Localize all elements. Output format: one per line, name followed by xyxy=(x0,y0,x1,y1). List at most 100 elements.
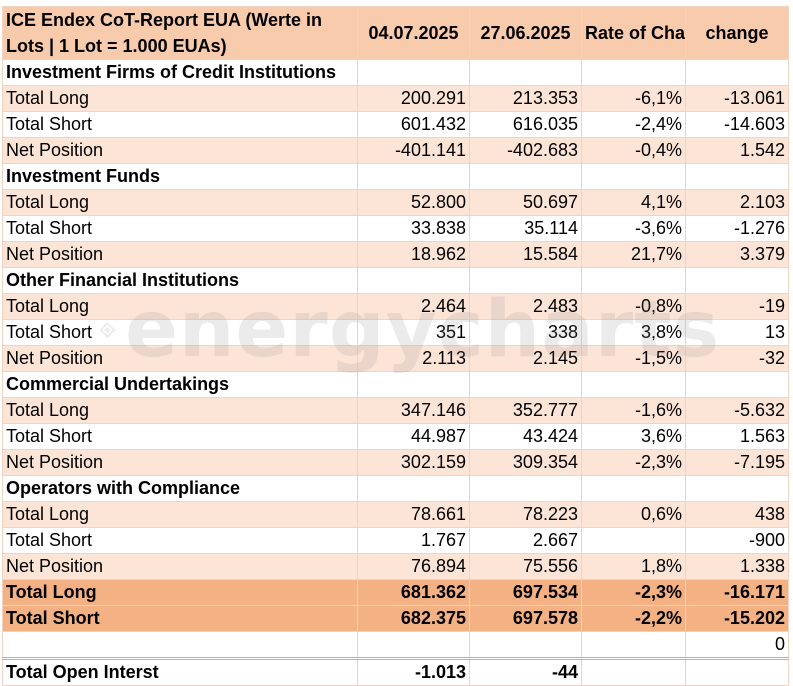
row-label: Net Position xyxy=(2,345,358,372)
table-row: Total Short 33.838 35.114 -3,6% -1.276 xyxy=(2,215,789,242)
empty-cell xyxy=(581,631,686,659)
section-header-row: Investment Firms of Credit Institutions xyxy=(2,59,789,86)
row-label: Total Long xyxy=(2,501,358,528)
empty-cell xyxy=(469,267,582,294)
value-date-2: 616.035 xyxy=(469,111,582,138)
table-body: Investment Firms of Credit Institutions T… xyxy=(2,59,789,686)
row-label: Total Short xyxy=(2,605,358,632)
change-value: -900 xyxy=(685,527,789,554)
row-label: Total Short xyxy=(2,423,358,450)
change-value: -1.276 xyxy=(685,215,789,242)
value-date-2: 213.353 xyxy=(469,85,582,112)
section-title: Investment Firms of Credit Institutions xyxy=(2,59,358,86)
value-date-1: 2.464 xyxy=(357,293,470,320)
empty-cell xyxy=(581,657,686,686)
empty-cell xyxy=(357,59,470,86)
empty-cell xyxy=(685,163,789,190)
value-date-1: 76.894 xyxy=(357,553,470,580)
column-header-date-1: 04.07.2025 xyxy=(357,6,470,60)
row-label: Total Long xyxy=(2,85,358,112)
section-header-row: Commercial Undertakings xyxy=(2,371,789,398)
value-date-2: 2.145 xyxy=(469,345,582,372)
empty-cell xyxy=(581,371,686,398)
rate-of-change: 4,1% xyxy=(581,189,686,216)
total-row: Total Long 681.362 697.534 -2,3% -16.171 xyxy=(2,579,789,606)
open-interest-value-2: -44 xyxy=(469,657,582,686)
rate-of-change: -2,3% xyxy=(581,579,686,606)
row-label: Net Position xyxy=(2,137,358,164)
table-row: Total Short 44.987 43.424 3,6% 1.563 xyxy=(2,423,789,450)
change-value: 1.338 xyxy=(685,553,789,580)
rate-of-change: -1,6% xyxy=(581,397,686,424)
value-date-1: 33.838 xyxy=(357,215,470,242)
change-value: -32 xyxy=(685,345,789,372)
table-row: Total Long 78.661 78.223 0,6% 438 xyxy=(2,501,789,528)
column-header-change: change xyxy=(685,6,789,60)
change-value: -13.061 xyxy=(685,85,789,112)
change-value: -15.202 xyxy=(685,605,789,632)
row-label: Total Short xyxy=(2,527,358,554)
change-value: -5.632 xyxy=(685,397,789,424)
value-date-1: 682.375 xyxy=(357,605,470,632)
value-date-1: 52.800 xyxy=(357,189,470,216)
open-interest-value-1: -1.013 xyxy=(357,657,470,686)
value-date-2: -402.683 xyxy=(469,137,582,164)
empty-cell xyxy=(357,475,470,502)
table-row: Total Long 2.464 2.483 -0,8% -19 xyxy=(2,293,789,320)
cot-report-table: ICE Endex CoT-Report EUA (Werte in Lots … xyxy=(2,6,789,686)
value-date-2: 697.578 xyxy=(469,605,582,632)
value-date-2: 78.223 xyxy=(469,501,582,528)
value-date-1: 200.291 xyxy=(357,85,470,112)
value-date-1: 302.159 xyxy=(357,449,470,476)
change-value: 1.542 xyxy=(685,137,789,164)
value-date-2: 35.114 xyxy=(469,215,582,242)
change-value: 438 xyxy=(685,501,789,528)
value-date-1: 601.432 xyxy=(357,111,470,138)
header-row: ICE Endex CoT-Report EUA (Werte in Lots … xyxy=(2,6,789,60)
change-value: -19 xyxy=(685,293,789,320)
rate-of-change: 3,6% xyxy=(581,423,686,450)
section-title: Other Financial Institutions xyxy=(2,267,358,294)
row-label: Total Long xyxy=(2,293,358,320)
change-value: 3.379 xyxy=(685,241,789,268)
empty-cell xyxy=(2,631,358,659)
empty-cell xyxy=(581,59,686,86)
row-label: Total Short xyxy=(2,215,358,242)
change-value: 13 xyxy=(685,319,789,346)
row-label: Net Position xyxy=(2,553,358,580)
row-label: Net Position xyxy=(2,241,358,268)
value-date-2: 43.424 xyxy=(469,423,582,450)
section-title: Operators with Compliance xyxy=(2,475,358,502)
value-date-2: 338 xyxy=(469,319,582,346)
empty-cell xyxy=(469,371,582,398)
empty-cell xyxy=(685,59,789,86)
row-label: Total Long xyxy=(2,189,358,216)
empty-cell xyxy=(581,267,686,294)
extra-value: 0 xyxy=(685,631,789,659)
empty-cell xyxy=(685,657,789,686)
table-title: ICE Endex CoT-Report EUA (Werte in Lots … xyxy=(2,6,358,60)
rate-of-change: 3,8% xyxy=(581,319,686,346)
rate-of-change: -1,5% xyxy=(581,345,686,372)
table-row: Total Long 200.291 213.353 -6,1% -13.061 xyxy=(2,85,789,112)
table-row: Total Long 52.800 50.697 4,1% 2.103 xyxy=(2,189,789,216)
rate-of-change: -2,3% xyxy=(581,449,686,476)
table-row: Total Short 1.767 2.667 -900 xyxy=(2,527,789,554)
rate-of-change xyxy=(581,527,686,554)
rate-of-change: -2,2% xyxy=(581,605,686,632)
change-value: -7.195 xyxy=(685,449,789,476)
value-date-2: 15.584 xyxy=(469,241,582,268)
column-header-date-2: 27.06.2025 xyxy=(469,6,582,60)
change-value: -16.171 xyxy=(685,579,789,606)
value-date-1: 351 xyxy=(357,319,470,346)
value-date-2: 309.354 xyxy=(469,449,582,476)
empty-cell xyxy=(581,475,686,502)
value-date-2: 50.697 xyxy=(469,189,582,216)
value-date-1: 347.146 xyxy=(357,397,470,424)
rate-of-change: -6,1% xyxy=(581,85,686,112)
rate-of-change: -0,4% xyxy=(581,137,686,164)
value-date-2: 75.556 xyxy=(469,553,582,580)
table-row: Total Long 347.146 352.777 -1,6% -5.632 xyxy=(2,397,789,424)
table-row: Total Short 351 338 3,8% 13 xyxy=(2,319,789,346)
table-row: Net Position 2.113 2.145 -1,5% -32 xyxy=(2,345,789,372)
